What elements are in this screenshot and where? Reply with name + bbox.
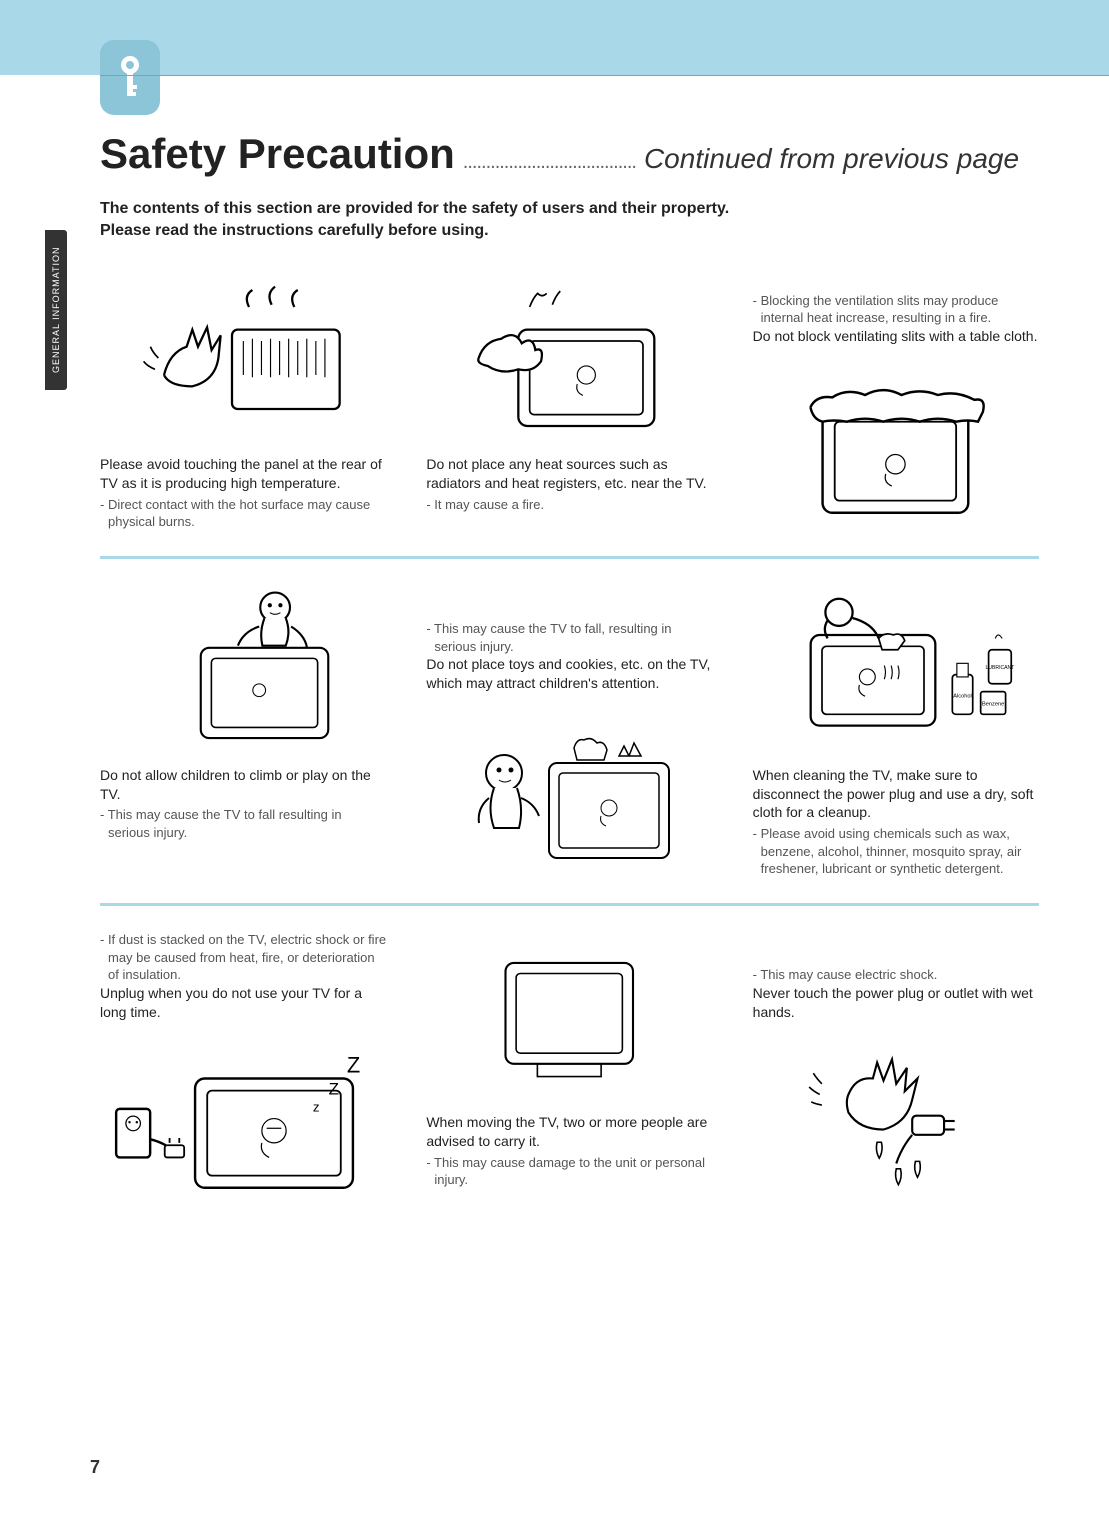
intro-text: The contents of this section are provide… [100, 198, 1039, 243]
cleaning-illustration: Alcohol Benzene LUBRICANT [753, 584, 1039, 754]
precaution-row-2: Do not allow children to climb or play o… [100, 584, 1039, 878]
precaution-hot-panel: Please avoid touching the panel at the r… [100, 273, 386, 531]
cell-sub: - This may cause the TV to fall, resulti… [426, 620, 712, 655]
section-divider [100, 903, 1039, 906]
cell-sub: - This may cause electric shock. [753, 966, 1039, 984]
cell-heading: Never touch the power plug or outlet wit… [753, 984, 1039, 1022]
svg-text:Benzene: Benzene [982, 701, 1004, 707]
cell-sub: - It may cause a fire. [426, 496, 712, 514]
page-title: Safety Precaution [100, 130, 455, 178]
title-continued: Continued from previous page [644, 143, 1019, 175]
cell-sub: - If dust is stacked on the TV, electric… [100, 931, 386, 984]
cell-sub: - Please avoid using chemicals such as w… [753, 825, 1039, 878]
cell-sub: - Direct contact with the hot surface ma… [100, 496, 386, 531]
precaution-cleaning: Alcohol Benzene LUBRICANT When cleaning … [753, 584, 1039, 878]
header-divider-line [100, 75, 1109, 76]
page-content: Safety Precaution ......................… [0, 75, 1109, 1206]
page-title-row: Safety Precaution ......................… [100, 130, 1039, 178]
precaution-row-1: Please avoid touching the panel at the r… [100, 273, 1039, 531]
hot-panel-illustration [100, 273, 386, 443]
cell-heading: Do not place any heat sources such as ra… [426, 455, 712, 493]
page-number: 7 [90, 1457, 100, 1478]
cell-heading: Please avoid touching the panel at the r… [100, 455, 386, 493]
cell-heading: When moving the TV, two or more people a… [426, 1113, 712, 1151]
cell-sub: - This may cause the TV to fall resultin… [100, 806, 386, 841]
children-climb-illustration [100, 584, 386, 754]
cell-heading: Do not block ventilating slits with a ta… [753, 327, 1039, 346]
precaution-wet-hands: Never touch the power plug or outlet wit… [753, 931, 1039, 1206]
cell-heading: Do not place toys and cookies, etc. on t… [426, 655, 712, 693]
svg-text:LUBRICANT: LUBRICANT [986, 665, 1015, 671]
precaution-children-climb: Do not allow children to climb or play o… [100, 584, 386, 878]
title-dots: ...................................... [463, 151, 636, 174]
ventilation-illustration [753, 361, 1039, 531]
intro-line1: The contents of this section are provide… [100, 198, 1039, 220]
svg-text:Z: Z [346, 1053, 359, 1078]
toys-cookies-illustration [426, 708, 712, 878]
sidebar-section-tab: GENERAL INFORMATION [45, 230, 67, 390]
svg-text:z: z [312, 1100, 319, 1115]
cell-sub: - Blocking the ventilation slits may pro… [753, 292, 1039, 327]
unplug-illustration: Z Z z [100, 1036, 386, 1206]
cell-heading: When cleaning the TV, make sure to disco… [753, 766, 1039, 823]
key-icon [117, 55, 143, 100]
wet-hands-illustration [753, 1036, 1039, 1206]
key-icon-badge [100, 40, 160, 115]
intro-line2: Please read the instructions carefully b… [100, 220, 1039, 242]
precaution-heat-sources: Do not place any heat sources such as ra… [426, 273, 712, 531]
header-band [0, 0, 1109, 75]
precaution-toys-cookies: Do not place toys and cookies, etc. on t… [426, 584, 712, 878]
moving-tv-illustration [426, 931, 712, 1101]
precaution-row-3: Z Z z Unplug when you do not use your TV… [100, 931, 1039, 1206]
precaution-moving-tv: When moving the TV, two or more people a… [426, 931, 712, 1206]
precaution-ventilation: Do not block ventilating slits with a ta… [753, 273, 1039, 531]
cell-sub: - This may cause damage to the unit or p… [426, 1154, 712, 1189]
section-divider [100, 556, 1039, 559]
heat-sources-illustration [426, 273, 712, 443]
cell-heading: Do not allow children to climb or play o… [100, 766, 386, 804]
precaution-unplug: Z Z z Unplug when you do not use your TV… [100, 931, 386, 1206]
cell-heading: Unplug when you do not use your TV for a… [100, 984, 386, 1022]
svg-text:Alcohol: Alcohol [953, 693, 972, 699]
svg-text:Z: Z [328, 1080, 338, 1099]
